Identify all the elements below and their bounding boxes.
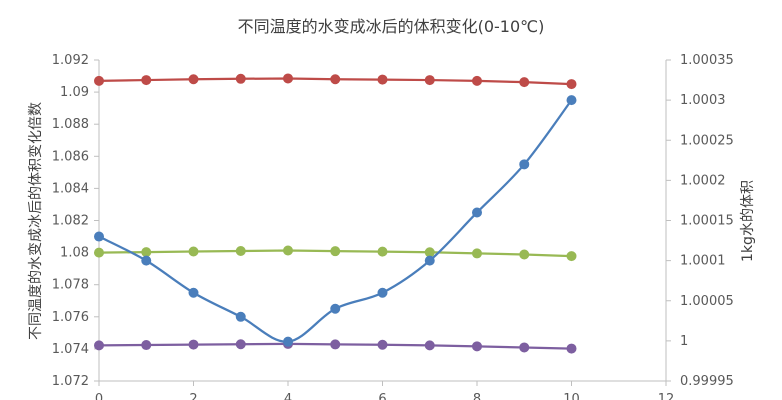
- y2-tick-label: 1.0001: [680, 254, 726, 269]
- y2-tick-label: 1.0003: [680, 93, 726, 108]
- y-tick-label: 1.08: [60, 246, 89, 261]
- data-point: [188, 246, 199, 257]
- y2-tick-label: 1.0002: [680, 173, 726, 188]
- data-point: [424, 75, 435, 86]
- data-point: [377, 246, 388, 257]
- data-point: [94, 75, 104, 86]
- data-point: [188, 74, 199, 85]
- data-point: [330, 303, 341, 314]
- data-point: [94, 247, 104, 258]
- axes: 1.072 1.074 1.076 1.078 1.08 1.082 1.084 1.086 1…: [52, 53, 734, 400]
- data-point: [141, 247, 152, 258]
- data-point: [377, 74, 388, 85]
- x-tick-label: 2: [189, 392, 197, 400]
- data-point: [566, 251, 577, 262]
- y2-tick-label: 1: [680, 334, 688, 349]
- x-tick-label: 4: [284, 392, 292, 400]
- data-point: [566, 343, 577, 354]
- y-axis-title: 不同温度的水变成冰后的体积变化倍数: [28, 102, 44, 340]
- data-point: [424, 340, 435, 351]
- data-point: [94, 340, 104, 351]
- y-tick-label: 1.072: [52, 374, 89, 389]
- data-point: [472, 207, 482, 218]
- data-point: [235, 245, 246, 256]
- data-point: [283, 245, 293, 256]
- x-tick-label: 0: [95, 392, 103, 400]
- data-point: [424, 247, 435, 258]
- y-tick-label: 1.092: [52, 53, 89, 68]
- y-tick-label: 1.09: [60, 85, 89, 100]
- y-tick-label: 1.078: [52, 278, 89, 293]
- y2-tick-label: 1.00035: [680, 53, 734, 68]
- series-0: [94, 95, 577, 347]
- series-1: [94, 73, 577, 90]
- x-tick-label: 6: [378, 392, 386, 400]
- data-point: [94, 231, 104, 242]
- data-point: [566, 79, 577, 90]
- data-point: [141, 340, 152, 351]
- y-tick-label: 1.074: [52, 342, 89, 357]
- y2-tick-label: 1.00015: [680, 214, 734, 229]
- series-2: [94, 245, 577, 262]
- y2-axis-title: 1kg水的体积: [740, 180, 756, 262]
- data-point: [283, 336, 293, 347]
- data-point: [424, 255, 435, 266]
- chart-title: 不同温度的水变成冰后的体积变化(0-10℃): [238, 17, 545, 36]
- data-point: [519, 249, 530, 260]
- x-tick-label: 10: [563, 392, 580, 400]
- data-point: [377, 287, 388, 298]
- series-group: [94, 73, 577, 354]
- data-point: [330, 246, 341, 257]
- data-point: [519, 77, 530, 88]
- data-point: [472, 75, 482, 86]
- y-tick-label: 1.076: [52, 310, 89, 325]
- y-tick-label: 1.088: [52, 117, 89, 132]
- y2-tick-label: 1.00025: [680, 133, 734, 148]
- y-tick-label: 1.082: [52, 214, 89, 229]
- y-tick-label: 1.084: [52, 181, 89, 196]
- data-point: [566, 95, 577, 106]
- data-point: [235, 339, 246, 350]
- y2-tick-label: 1.00005: [680, 294, 734, 309]
- data-point: [188, 287, 199, 298]
- data-point: [377, 339, 388, 350]
- data-point: [235, 73, 246, 84]
- data-point: [519, 159, 530, 170]
- data-point: [472, 341, 482, 352]
- data-point: [330, 339, 341, 350]
- data-point: [141, 255, 152, 266]
- data-point: [472, 248, 482, 259]
- x-tick-label: 8: [473, 392, 481, 400]
- data-point: [519, 342, 530, 353]
- data-point: [330, 74, 341, 85]
- series-3: [94, 338, 577, 354]
- data-point: [141, 75, 152, 86]
- data-point: [235, 311, 246, 322]
- y-tick-label: 1.086: [52, 149, 89, 164]
- x-tick-label: 12: [658, 392, 675, 400]
- data-point: [283, 73, 293, 84]
- y2-tick-label: 0.99995: [680, 374, 734, 389]
- data-point: [188, 339, 199, 350]
